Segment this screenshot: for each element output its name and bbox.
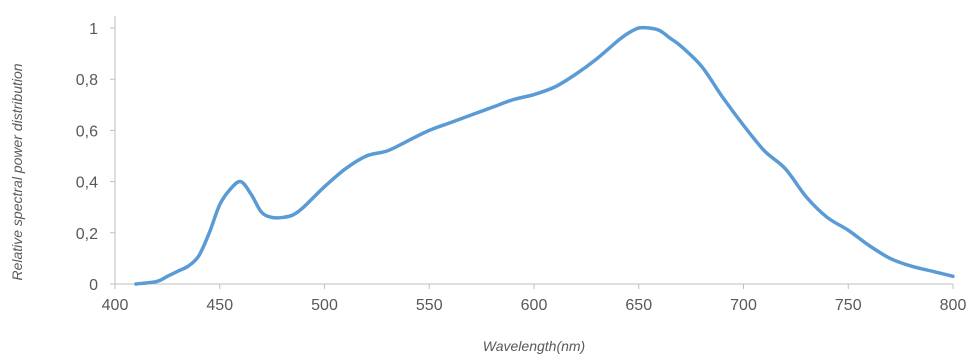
x-tick-label: 750 [835,297,862,314]
y-tick-label: 0,2 [76,226,98,243]
x-tick-label: 400 [102,297,129,314]
y-tick-label: 1 [89,21,98,38]
y-tick-label: 0,6 [76,123,98,140]
x-tick-label: 650 [625,297,652,314]
x-axis-title: Wavelength(nm) [483,338,585,354]
x-tick-label: 450 [206,297,233,314]
series-group [134,25,955,286]
y-tick-label: 0,4 [76,175,98,192]
x-axis: 400 450 500 550 600 650 700 750 800 [102,283,967,314]
x-tick-group: 400 450 500 550 600 650 700 750 800 [102,284,967,314]
y-tick-label: 0 [89,277,98,294]
x-tick-label: 550 [416,297,443,314]
y-tick-label: 0,8 [76,72,98,89]
x-tick-label: 500 [311,297,338,314]
x-tick-label: 700 [730,297,757,314]
y-axis-title: Relative spectral power distribution [9,63,25,280]
y-tick-group: 0 0,2 0,4 0,6 0,8 1 [76,21,115,294]
series-line [134,25,955,286]
y-axis: 0 0,2 0,4 0,6 0,8 1 [76,16,116,294]
x-tick-label: 600 [521,297,548,314]
x-tick-label: 800 [940,297,967,314]
